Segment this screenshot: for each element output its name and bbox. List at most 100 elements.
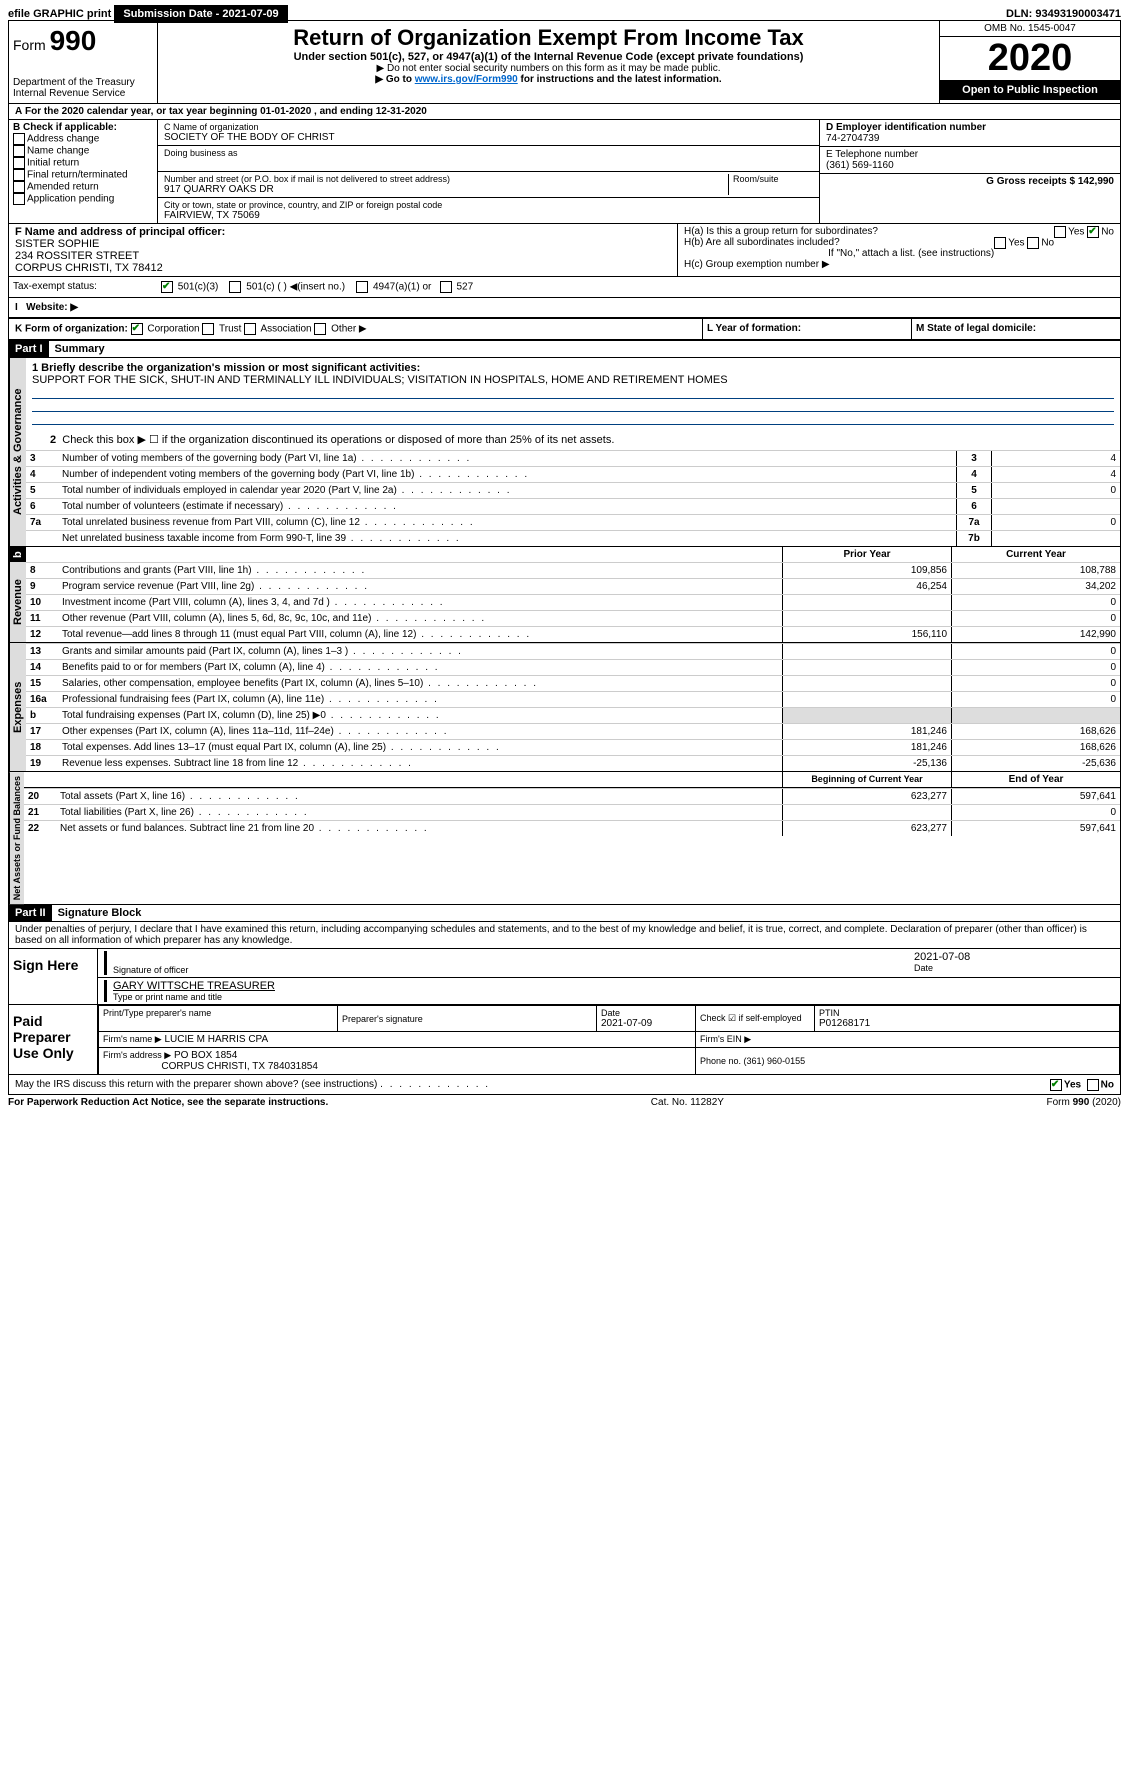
form-title: Return of Organization Exempt From Incom… [162, 25, 935, 51]
form-body: Form 990 Department of the Treasury Inte… [8, 20, 1121, 1095]
hb-no[interactable] [1027, 237, 1039, 249]
perjury-text: Under penalties of perjury, I declare th… [9, 922, 1120, 948]
sign-here-label: Sign Here [9, 949, 98, 1004]
form-footer: Form 990 (2020) [1047, 1097, 1122, 1108]
hb-note: If "No," attach a list. (see instruction… [684, 248, 1114, 259]
street-address: 917 QUARRY OAKS DR [164, 184, 728, 195]
cb-initial-return[interactable] [13, 157, 25, 169]
efile-label: efile GRAPHIC print [8, 8, 111, 20]
pra-notice: For Paperwork Reduction Act Notice, see … [8, 1097, 328, 1108]
part2-title: Signature Block [52, 905, 148, 921]
dln: DLN: 93493190003471 [1006, 8, 1121, 20]
open-public: Open to Public Inspection [940, 80, 1120, 100]
irs-label: Internal Revenue Service [13, 88, 153, 99]
firm-ein-label: Firm's EIN ▶ [700, 1034, 751, 1044]
col-current-year: Current Year [951, 547, 1120, 562]
cb-final-return[interactable] [13, 169, 25, 181]
line2-text: Check this box ▶ ☐ if the organization d… [62, 434, 614, 446]
side-governance: Activities & Governance [9, 358, 26, 546]
prep-date-label: Date [601, 1008, 691, 1018]
cb-address-change[interactable] [13, 133, 25, 145]
table-row: 4Number of independent voting members of… [26, 466, 1120, 482]
officer-addr1: 234 ROSSITER STREET [15, 250, 671, 262]
cb-other[interactable] [314, 323, 326, 335]
dba-label: Doing business as [164, 148, 813, 158]
table-row: 19Revenue less expenses. Subtract line 1… [26, 755, 1120, 771]
table-row: Net unrelated business taxable income fr… [26, 530, 1120, 546]
officer-label: F Name and address of principal officer: [15, 226, 671, 238]
phone-value: (361) 569-1160 [826, 160, 1114, 171]
table-row: 9Program service revenue (Part VIII, lin… [26, 578, 1120, 594]
box-i: I [15, 302, 18, 313]
firm-name-label: Firm's name ▶ [103, 1034, 162, 1044]
org-name-label: C Name of organization [164, 122, 813, 132]
omb-number: OMB No. 1545-0047 [940, 21, 1120, 37]
ein-label: D Employer identification number [826, 122, 1114, 133]
cb-corporation[interactable] [131, 323, 143, 335]
line1-label: 1 Briefly describe the organization's mi… [32, 362, 1114, 374]
table-row: 3Number of voting members of the governi… [26, 450, 1120, 466]
city-label: City or town, state or province, country… [164, 200, 813, 210]
cb-527[interactable] [440, 281, 452, 293]
preparer-name-label: Print/Type preparer's name [103, 1008, 333, 1018]
ha-no[interactable] [1087, 226, 1099, 238]
cb-501c3[interactable] [161, 281, 173, 293]
table-row: 7aTotal unrelated business revenue from … [26, 514, 1120, 530]
irs-link[interactable]: www.irs.gov/Form990 [415, 74, 518, 85]
city-value: FAIRVIEW, TX 75069 [164, 210, 813, 221]
table-row: 16aProfessional fundraising fees (Part I… [26, 691, 1120, 707]
table-row: bTotal fundraising expenses (Part IX, co… [26, 707, 1120, 723]
officer-printed-name: GARY WITTSCHE TREASURER [113, 980, 1114, 992]
table-row: 6Total number of volunteers (estimate if… [26, 498, 1120, 514]
tax-exempt-label: Tax-exempt status: [9, 277, 157, 297]
tax-year: 2020 [940, 37, 1120, 80]
ha-label: H(a) Is this a group return for subordin… [684, 226, 878, 237]
table-row: 12Total revenue—add lines 8 through 11 (… [26, 626, 1120, 642]
self-employed-label: Check ☑ if self-employed [700, 1013, 810, 1024]
discuss-yes[interactable] [1050, 1079, 1062, 1091]
dept-treasury: Department of the Treasury [13, 77, 153, 88]
cb-amended[interactable] [13, 181, 25, 193]
box-k-label: K Form of organization: [15, 324, 128, 335]
cb-trust[interactable] [202, 323, 214, 335]
side-netassets: Net Assets or Fund Balances [9, 772, 24, 904]
col-end: End of Year [951, 772, 1120, 787]
table-row: 14Benefits paid to or for members (Part … [26, 659, 1120, 675]
hb-yes[interactable] [994, 237, 1006, 249]
firm-addr1: PO BOX 1854 [174, 1050, 237, 1061]
period-line: A For the 2020 calendar year, or tax yea… [9, 104, 1120, 120]
print-name-label: Type or print name and title [113, 992, 1114, 1002]
cb-501c[interactable] [229, 281, 241, 293]
cb-4947[interactable] [356, 281, 368, 293]
cb-name-change[interactable] [13, 145, 25, 157]
room-label: Room/suite [733, 174, 813, 184]
officer-name: SISTER SOPHIE [15, 238, 671, 250]
part2-label: Part II [9, 905, 52, 921]
ptin-value: P01268171 [819, 1018, 1115, 1029]
ein-value: 74-2704739 [826, 133, 1114, 144]
paid-preparer-label: Paid Preparer Use Only [9, 1005, 98, 1074]
firm-name: LUCIE M HARRIS CPA [164, 1034, 268, 1045]
sig-date-label: Date [914, 963, 1114, 973]
table-row: 10Investment income (Part VIII, column (… [26, 594, 1120, 610]
cb-association[interactable] [244, 323, 256, 335]
preparer-sig-label: Preparer's signature [342, 1014, 592, 1024]
table-row: 15Salaries, other compensation, employee… [26, 675, 1120, 691]
table-row: 21Total liabilities (Part X, line 26)0 [24, 804, 1120, 820]
ha-yes[interactable] [1054, 226, 1066, 238]
cb-application[interactable] [13, 193, 25, 205]
phone-label: E Telephone number [826, 149, 1114, 160]
sig-officer-label: Signature of officer [113, 965, 902, 975]
table-row: 8Contributions and grants (Part VIII, li… [26, 562, 1120, 578]
table-row: 22Net assets or fund balances. Subtract … [24, 820, 1120, 836]
part1-label: Part I [9, 341, 49, 357]
form-label: Form [13, 37, 46, 53]
officer-addr2: CORPUS CHRISTI, TX 78412 [15, 262, 671, 274]
side-expenses: Expenses [9, 643, 26, 771]
goto-pre: ▶ Go to [375, 74, 414, 85]
hc-label: H(c) Group exemption number ▶ [684, 259, 1114, 270]
sig-date: 2021-07-08 [914, 951, 1114, 963]
discuss-no[interactable] [1087, 1079, 1099, 1091]
table-row: 17Other expenses (Part IX, column (A), l… [26, 723, 1120, 739]
form-number: 990 [50, 25, 97, 56]
